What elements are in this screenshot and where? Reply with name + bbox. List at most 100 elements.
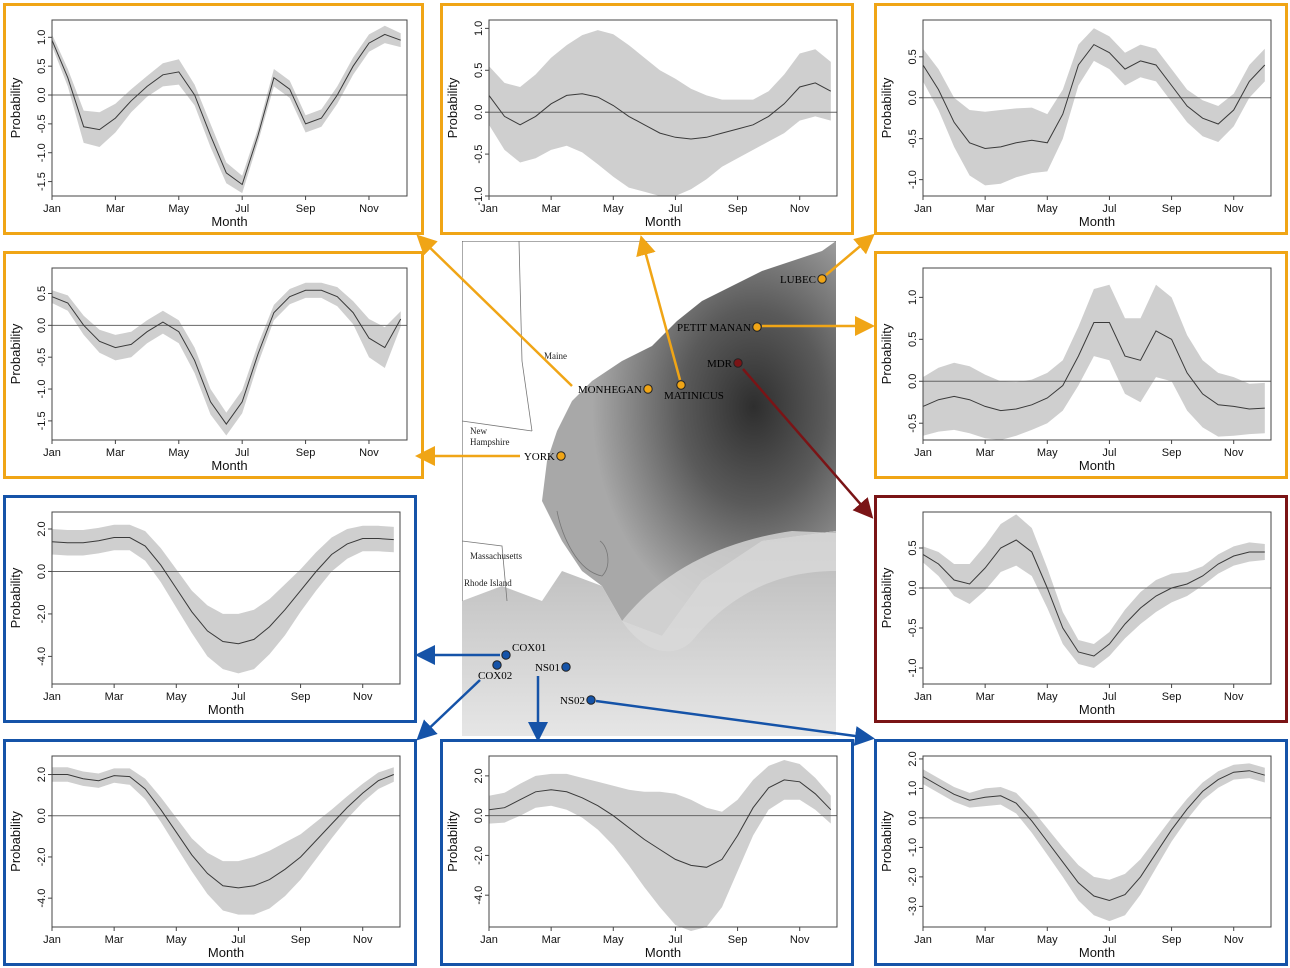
station-marker-monhegan[interactable]	[643, 384, 653, 394]
x-tick-label: Nov	[1224, 447, 1244, 459]
plot-frame	[51, 267, 408, 441]
chart-svg-matinicus: Jan Mar May Jul Sep Nov -1.0 -0.5 0.0 0.5 1.0 Month…	[445, 19, 838, 229]
x-tick-label: May	[166, 934, 187, 946]
station-ns02[interactable]: NS02	[560, 695, 596, 707]
x-tick-label: Jul	[1102, 203, 1116, 215]
x-tick-label: Mar	[106, 203, 125, 215]
y-tick-label: -2.0	[907, 867, 919, 886]
x-tick-label: Sep	[728, 934, 748, 946]
station-monhegan[interactable]: MONHEGAN	[578, 384, 653, 396]
station-label-york: YORK	[524, 451, 555, 463]
y-tick-label: -0.5	[36, 114, 48, 133]
station-marker-cox01[interactable]	[501, 650, 511, 660]
chart-panel-matinicus: Jan Mar May Jul Sep Nov -1.0 -0.5 0.0 0.5 1.0 Month…	[440, 3, 854, 235]
state-label-new-hampshire-text-line2: Hampshire	[470, 437, 510, 447]
station-label-ns01: NS01	[535, 662, 560, 674]
y-tick-label: 0.0	[907, 374, 919, 389]
y-axis-label: Probability	[8, 323, 23, 384]
station-marker-ns01[interactable]	[561, 662, 571, 672]
y-axis-label: Probability	[879, 77, 894, 138]
y-tick-label: -1.0	[907, 659, 919, 678]
y-tick-label: -0.5	[907, 414, 919, 433]
station-cox02[interactable]: COX02	[478, 660, 512, 682]
x-axis-label: Month	[1079, 458, 1115, 473]
station-label-mdr: MDR	[707, 358, 733, 370]
chart-panel-lubec: Jan Mar May Jul Sep Nov -1.0 -0.5 0.0 0.5 Month Pro…	[874, 3, 1288, 235]
confidence-band	[923, 284, 1265, 440]
plot-frame	[488, 755, 838, 928]
x-tick-label: Sep	[1162, 934, 1182, 946]
station-label-petit-manan: PETIT MANAN	[677, 322, 751, 334]
station-marker-lubec[interactable]	[817, 274, 827, 284]
state-label-maine: Maine	[544, 351, 567, 361]
station-york[interactable]: YORK	[524, 451, 566, 463]
y-tick-label: -2.0	[473, 846, 485, 865]
x-tick-label: Mar	[976, 934, 995, 946]
x-tick-label: Sep	[291, 934, 311, 946]
x-tick-label: Jul	[231, 934, 245, 946]
station-petit-manan[interactable]: PETIT MANAN	[677, 322, 762, 334]
station-cox01[interactable]: COX01	[501, 642, 546, 660]
station-lubec[interactable]: LUBEC	[780, 274, 827, 286]
x-tick-label: Jul	[668, 203, 682, 215]
mean-trend-line	[52, 774, 394, 889]
x-tick-label: Jan	[914, 447, 932, 459]
y-tick-label: 2.0	[473, 768, 485, 783]
station-marker-mdr[interactable]	[733, 358, 743, 368]
x-tick-label: Jan	[914, 203, 932, 215]
y-tick-label: 0.0	[473, 105, 485, 120]
chart-svg-ns01: Jan Mar May Jul Sep Nov -4.0 -2.0 0.0 2.0 Month Pro…	[445, 755, 838, 960]
chart-svg-york: Jan Mar May Jul Sep Nov -1.5 -1.0 -0.5 0.0 0.5 Mont…	[8, 267, 408, 473]
mean-trend-line	[922, 539, 1265, 657]
y-tick-label: 0.5	[907, 332, 919, 347]
chart-svg-cox01: Jan Mar May Jul Sep Nov -4.0 -2.0 0.0 2.0 Month Pro…	[8, 511, 401, 717]
x-tick-label: Jan	[480, 203, 498, 215]
chart-panel-ns01: Jan Mar May Jul Sep Nov -4.0 -2.0 0.0 2.0 Month Pro…	[440, 739, 854, 966]
x-tick-label: Jan	[480, 934, 498, 946]
x-tick-label: Nov	[790, 934, 810, 946]
y-tick-label: 0.0	[36, 318, 48, 333]
chart-panel-mdr: Jan Mar May Jul Sep Nov -1.0 -0.5 0.0 0.5 Month Pro…	[874, 495, 1288, 723]
y-tick-label: -0.5	[907, 129, 919, 148]
y-tick-label: -1.5	[36, 172, 48, 191]
y-axis-label: Probability	[8, 77, 23, 138]
mean-trend-line	[51, 289, 402, 425]
x-tick-label: Sep	[291, 691, 311, 703]
station-marker-ns02[interactable]	[586, 695, 596, 705]
chart-panel-petit-manan: Jan Mar May Jul Sep Nov -0.5 0.0 0.5 1.0 Month Prob…	[874, 251, 1288, 479]
x-tick-label: Mar	[976, 691, 995, 703]
y-tick-label: -1.0	[473, 187, 485, 206]
x-tick-label: Jan	[43, 691, 61, 703]
x-axis-label: Month	[1079, 945, 1115, 960]
y-axis-label: Probability	[445, 811, 460, 872]
chart-panel-cox02: Jan Mar May Jul Sep Nov -4.0 -2.0 0.0 2.0 Month Pro…	[3, 739, 417, 966]
station-marker-petit-manan[interactable]	[752, 322, 762, 332]
station-matinicus[interactable]: MATINICUS	[664, 380, 724, 402]
gulf-of-maine-map: Maine New Hampshire Massachusetts Rhode …	[462, 241, 836, 736]
x-tick-label: Jan	[914, 934, 932, 946]
x-tick-label: May	[1037, 447, 1058, 459]
station-marker-york[interactable]	[556, 451, 566, 461]
station-marker-cox02[interactable]	[492, 660, 502, 670]
x-tick-label: Mar	[542, 934, 561, 946]
x-tick-label: Nov	[353, 934, 373, 946]
x-tick-label: Jul	[1102, 447, 1116, 459]
x-tick-label: Mar	[105, 691, 124, 703]
station-ns01[interactable]: NS01	[535, 662, 571, 674]
plot-frame	[922, 511, 1272, 685]
confidence-band	[52, 282, 401, 436]
station-marker-matinicus[interactable]	[676, 380, 686, 390]
y-tick-label: -0.5	[473, 145, 485, 164]
station-label-lubec: LUBEC	[780, 274, 816, 286]
y-tick-label: 0.0	[36, 87, 48, 102]
state-border-ma	[462, 420, 533, 432]
confidence-band	[52, 524, 394, 674]
y-tick-label: -4.0	[36, 889, 48, 908]
station-mdr[interactable]: MDR	[707, 358, 743, 370]
y-tick-label: -2.0	[36, 604, 48, 623]
y-axis-label: Probability	[879, 567, 894, 628]
y-tick-label: 0.5	[907, 49, 919, 64]
y-tick-label: 0.5	[907, 540, 919, 555]
chart-panel-york: Jan Mar May Jul Sep Nov -1.5 -1.0 -0.5 0.0 0.5 Mont…	[3, 251, 424, 479]
plot-frame	[922, 267, 1272, 441]
